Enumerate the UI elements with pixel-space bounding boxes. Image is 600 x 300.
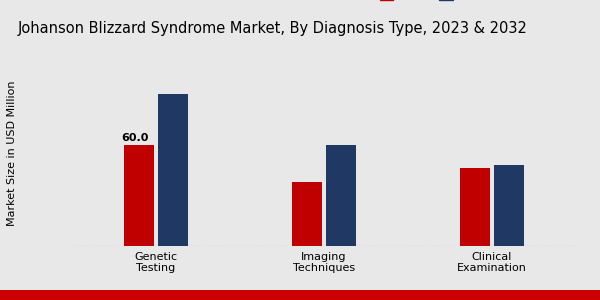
- Bar: [326, 145, 356, 246]
- Bar: [494, 165, 524, 246]
- Bar: [292, 182, 322, 246]
- Text: Market Size in USD Million: Market Size in USD Million: [7, 80, 17, 226]
- Text: Johanson Blizzard Syndrome Market, By Diagnosis Type, 2023 & 2032: Johanson Blizzard Syndrome Market, By Di…: [18, 21, 528, 36]
- Text: 60.0: 60.0: [121, 133, 148, 143]
- Legend: 2023, 2032: 2023, 2032: [376, 0, 494, 6]
- Bar: [124, 145, 154, 246]
- Bar: [158, 94, 188, 246]
- Bar: [460, 168, 490, 246]
